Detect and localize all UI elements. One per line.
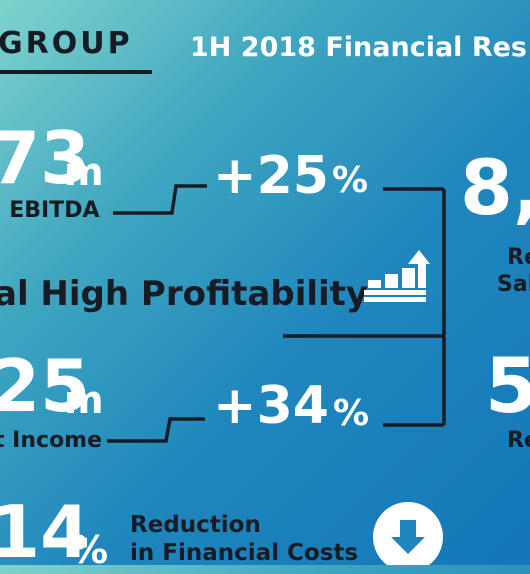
net-income-growth: +34: [213, 376, 329, 436]
brand-underline: [0, 70, 152, 74]
sales-label-line1: Re: [507, 245, 530, 270]
net-income-unit: m: [64, 378, 104, 422]
ebitda-unit: m: [64, 150, 104, 194]
net-income-value: 25: [0, 344, 91, 428]
reduction-percent: %: [70, 528, 109, 572]
brand-name: GROUP: [0, 26, 133, 61]
page-title: 1H 2018 Financial Res: [190, 32, 527, 63]
ebitda-value: 73: [0, 116, 91, 200]
ebitda-growth: +25: [213, 146, 329, 206]
ebitda-connector: [113, 184, 207, 215]
bar-chart-up-arrow-icon: [364, 250, 430, 302]
reduction-label-line1: Reduction: [130, 512, 261, 538]
ebitda-growth-percent: %: [332, 160, 369, 201]
net-income-growth-percent: %: [333, 393, 370, 434]
ebitda-label: l EBITDA: [0, 198, 100, 223]
sales-label-line2: Sal: [497, 272, 530, 297]
reduction-label-line2: in Financial Costs: [130, 540, 359, 566]
second-metric-value: 5: [485, 341, 530, 430]
net-income-label: t Income: [0, 428, 103, 453]
sales-value: 8,: [460, 143, 530, 232]
reduction-value: 14: [0, 490, 91, 574]
net-connector: [107, 417, 205, 443]
down-arrow-circle-icon: [373, 502, 443, 565]
headline: al High Profitability: [0, 274, 369, 314]
second-metric-label: Re: [507, 428, 530, 453]
